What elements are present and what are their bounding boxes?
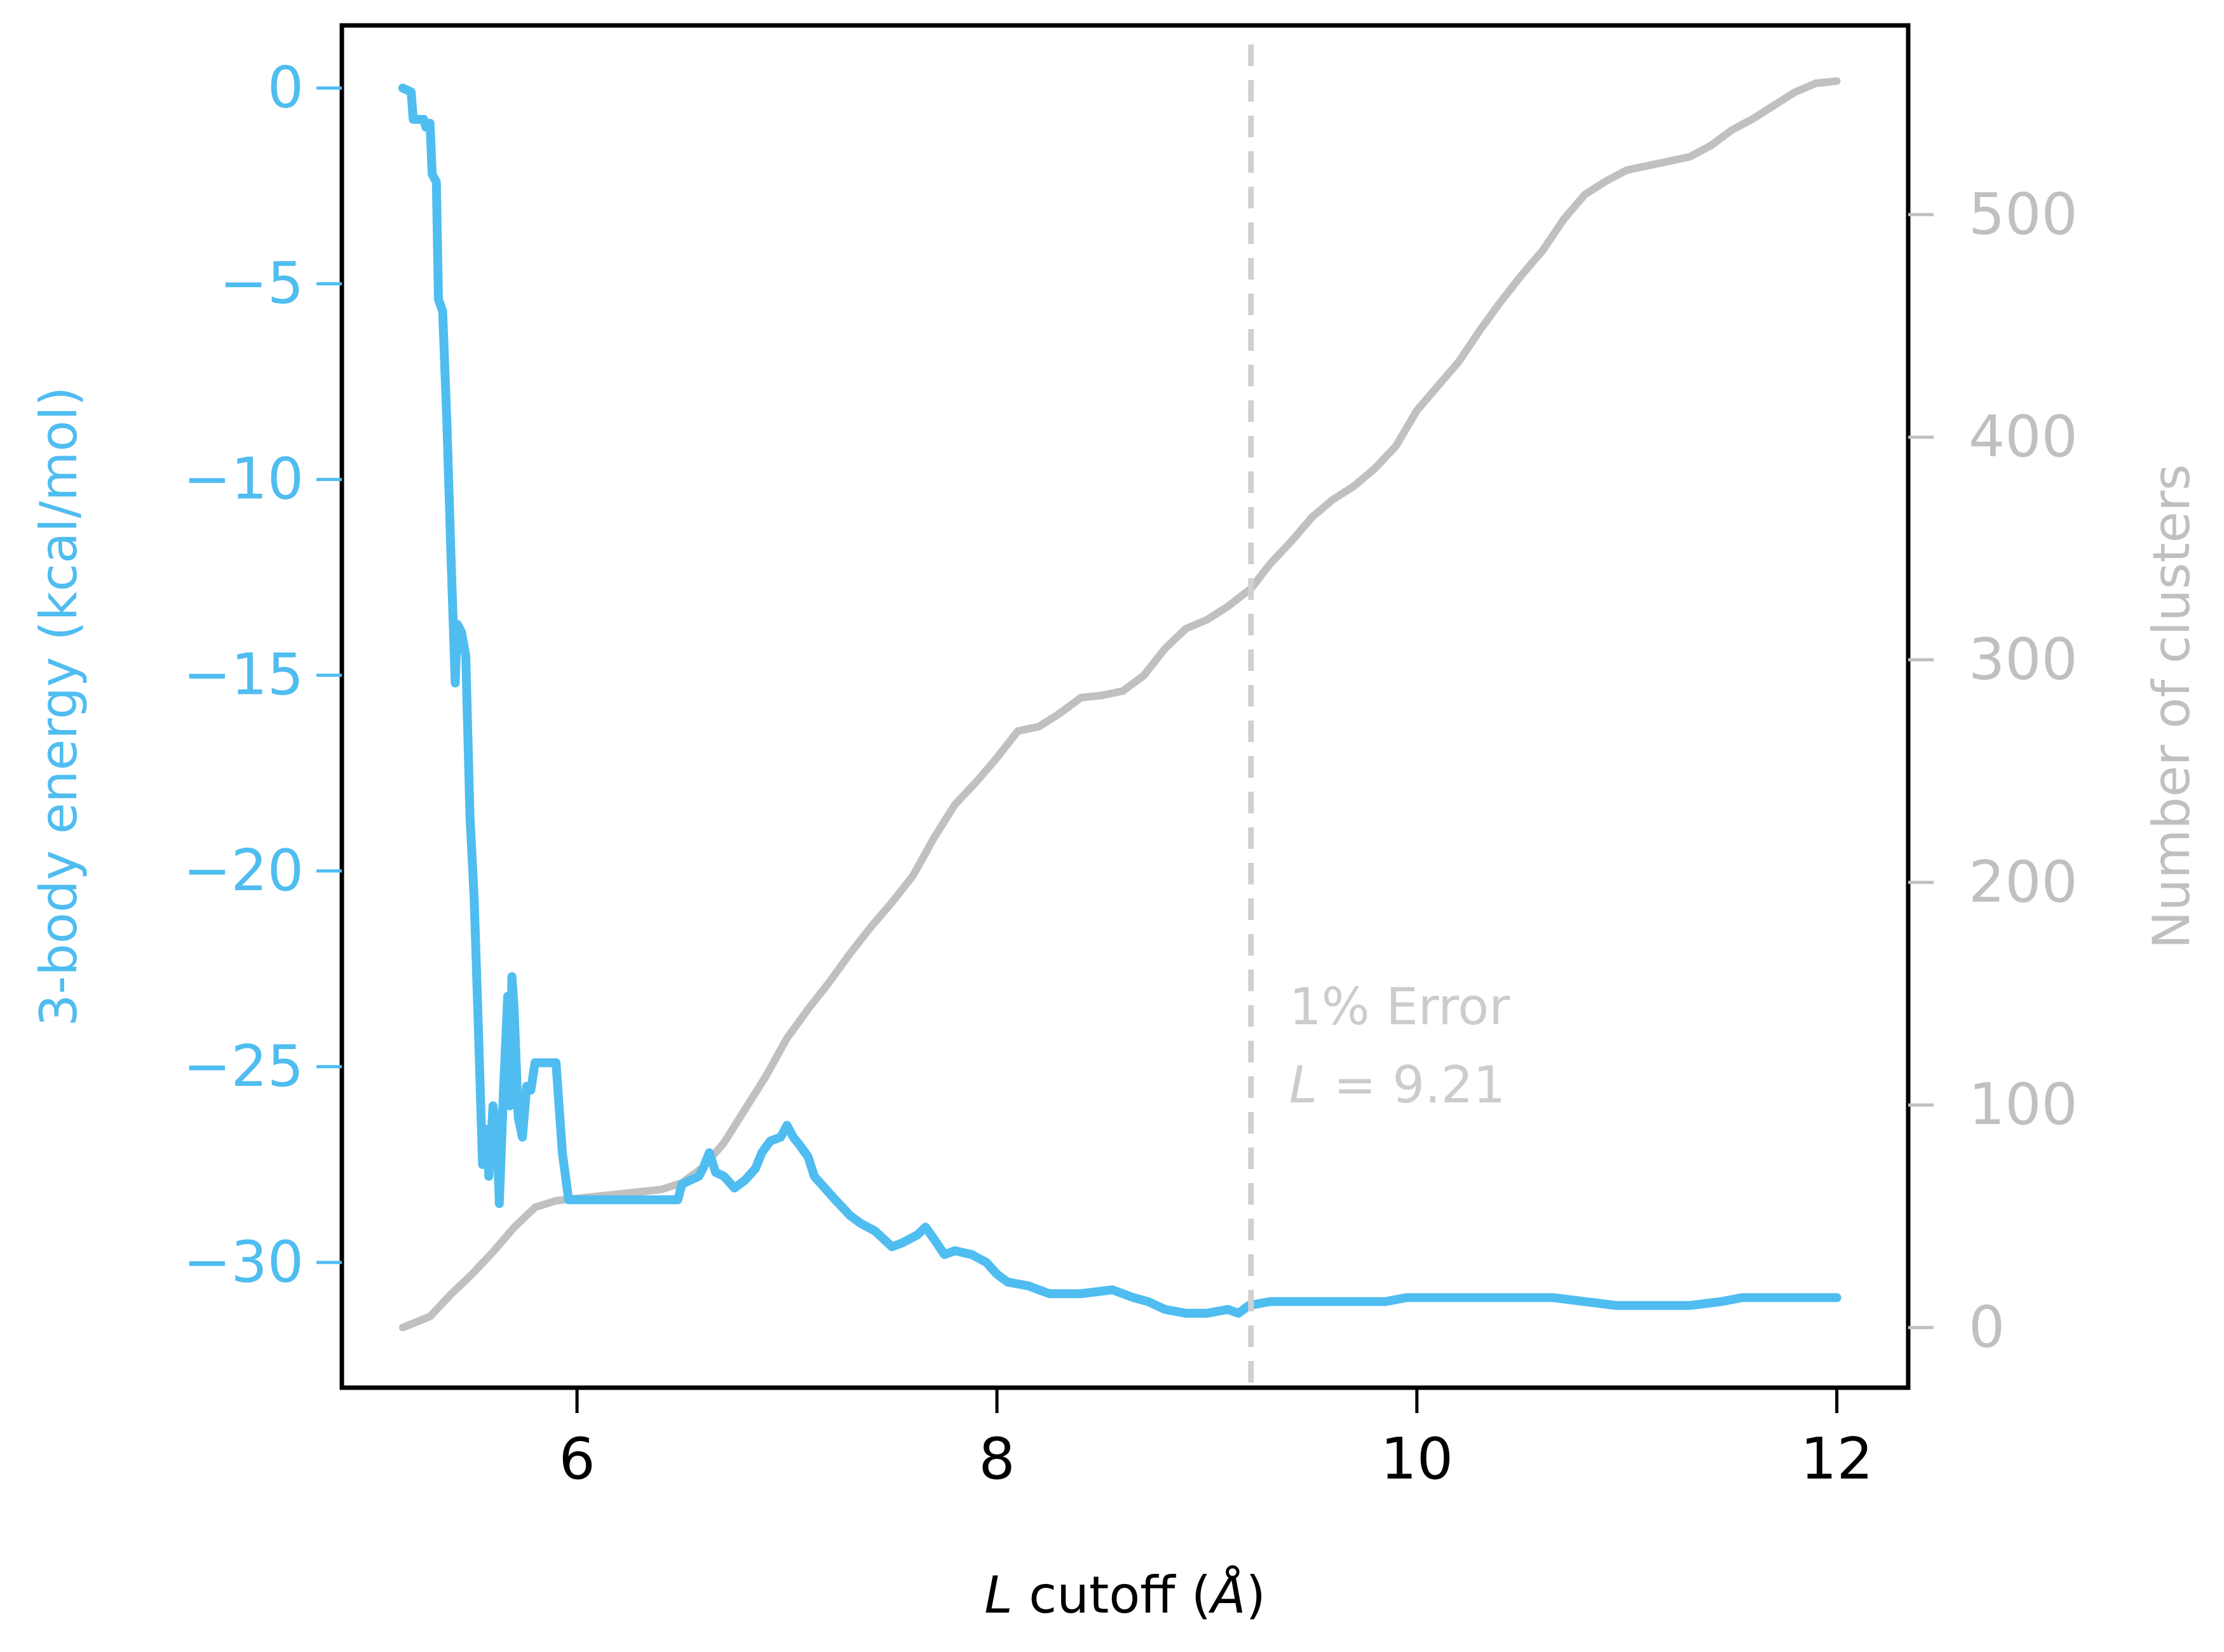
annotation-error-label: 1% Error (1289, 977, 1510, 1036)
y-right-tick-label: 400 (1969, 403, 2078, 470)
plot-frame (339, 23, 1911, 1390)
y-right-tick-label: 100 (1969, 1071, 2078, 1138)
x-tick-label: 8 (979, 1426, 1015, 1493)
y-left-tick-label: 0 (268, 55, 304, 121)
annotation-value: = 9.21 (1317, 1055, 1505, 1114)
clusters-series-line (398, 77, 1841, 1332)
series-layer (398, 77, 1841, 1332)
x-axis-label-close: ) (1246, 1566, 1266, 1625)
x-axis-label-italic: L (984, 1566, 1013, 1625)
y-right-tick-label: 200 (1969, 849, 2078, 916)
y-left-tick-label: −15 (183, 642, 304, 708)
annotation-cutoff-value: L = 9.21 (1289, 1055, 1506, 1114)
x-tick-label: 10 (1381, 1426, 1454, 1493)
energy-series-line (398, 83, 1841, 1318)
x-axis-label: L cutoff (Å) (984, 1565, 1266, 1625)
y-right-tick-label: 0 (1969, 1294, 2005, 1360)
y-left-tick-label: −10 (183, 446, 304, 513)
y-left-tick-label: −30 (183, 1229, 304, 1296)
x-tick-label: 12 (1800, 1426, 1873, 1493)
x-tick-label: 6 (559, 1426, 595, 1493)
y-axis-right-label: Number of clusters (2142, 464, 2201, 949)
y-left-tick-label: −25 (183, 1033, 304, 1100)
y-left-tick-label: −5 (219, 250, 304, 317)
y-axis-left-label: 3-body energy (kcal/mol) (29, 386, 88, 1026)
ticks-layer: 6 8 10 12 0 −5 −10 −15 −20 −25 −30 0 100 200 300 400 500 (183, 55, 2078, 1493)
y-right-tick-label: 500 (1969, 181, 2078, 248)
y-left-tick-label: −20 (183, 837, 304, 904)
annotation-italic-l: L (1289, 1055, 1318, 1114)
x-axis-label-unit: Å (1208, 1565, 1246, 1625)
x-axis-label-text: cutoff ( (1013, 1566, 1211, 1625)
y-right-tick-label: 300 (1969, 626, 2078, 693)
